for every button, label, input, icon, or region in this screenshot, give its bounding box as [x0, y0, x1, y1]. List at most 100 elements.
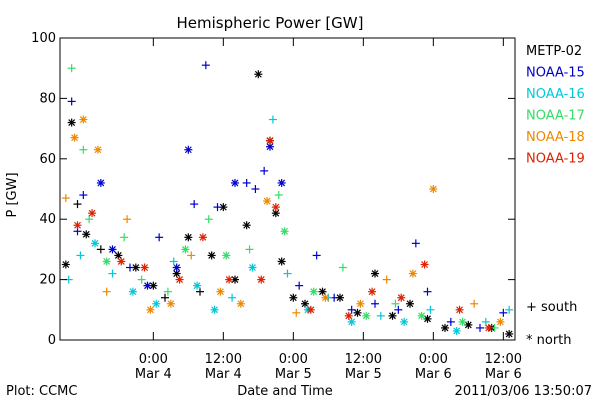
- x-tick-label-date: Mar 6: [415, 367, 452, 382]
- data-point: [376, 311, 385, 320]
- data-point: [196, 287, 204, 296]
- data-point: [88, 209, 97, 218]
- data-point: [301, 299, 309, 308]
- legend-entry: NOAA-15: [526, 66, 585, 81]
- data-point: [266, 136, 274, 145]
- data-point: [423, 314, 432, 323]
- data-point: [499, 308, 508, 317]
- data-point: [321, 293, 330, 302]
- data-point: [146, 305, 155, 314]
- data-point: [137, 275, 146, 284]
- data-point: [271, 203, 280, 212]
- data-point: [280, 227, 289, 236]
- data-point: [295, 281, 304, 290]
- data-point: [257, 275, 266, 284]
- data-point: [128, 287, 137, 296]
- plot-timestamp: 2011/03/06 13:50:07: [455, 384, 592, 399]
- x-tick-label-time: 0:00: [419, 352, 448, 367]
- data-point: [429, 185, 438, 193]
- data-point: [292, 308, 301, 317]
- data-point: [181, 245, 190, 254]
- x-tick-label-date: Mar 5: [275, 367, 312, 382]
- x-tick-label-date: Mar 4: [205, 367, 242, 382]
- data-point: [347, 317, 356, 326]
- x-tick-label-date: Mar 6: [485, 367, 522, 382]
- data-point: [76, 251, 85, 260]
- y-axis-label: P [GW]: [5, 172, 20, 217]
- data-point: [155, 233, 164, 242]
- data-point: [79, 145, 88, 154]
- data-point: [505, 329, 514, 338]
- data-point: [236, 299, 245, 308]
- y-tick-label: 20: [39, 273, 56, 288]
- x-tick-label-time: 12:00: [485, 352, 522, 367]
- y-axis: 0 20 40 60 80 100: [31, 31, 515, 348]
- legend-south-marker: + south: [526, 300, 577, 315]
- data-point: [102, 287, 111, 296]
- data-point: [96, 178, 105, 187]
- data-point: [169, 257, 178, 266]
- data-point: [219, 203, 228, 212]
- data-point: [242, 178, 251, 187]
- data-point: [117, 257, 126, 266]
- plot-credit: Plot: CCMC: [6, 384, 77, 399]
- data-point: [254, 70, 263, 79]
- data-point: [470, 299, 479, 308]
- x-tick-label-time: 0:00: [139, 352, 168, 367]
- data-point: [394, 305, 403, 314]
- data-point: [417, 311, 426, 320]
- data-point: [193, 281, 202, 290]
- data-point: [455, 305, 464, 314]
- data-point: [423, 287, 432, 296]
- data-point: [263, 197, 272, 206]
- data-point: [458, 317, 467, 326]
- data-point: [268, 115, 277, 124]
- data-point: [277, 178, 286, 187]
- data-point: [242, 221, 251, 230]
- data-point: [481, 317, 490, 326]
- plot-area: [59, 37, 516, 341]
- data-point: [222, 251, 231, 260]
- data-point: [207, 251, 216, 260]
- data-point: [408, 269, 417, 278]
- data-point: [82, 230, 91, 239]
- data-point: [143, 281, 152, 290]
- data-point: [228, 293, 237, 302]
- data-point: [484, 323, 493, 332]
- x-tick-label-time: 12:00: [345, 352, 382, 367]
- data-point: [312, 251, 321, 260]
- data-point: [245, 245, 254, 254]
- data-point: [277, 257, 286, 266]
- data-point: [190, 200, 199, 209]
- data-point: [318, 287, 327, 296]
- data-point: [93, 145, 102, 154]
- data-point: [79, 115, 88, 124]
- data-point: [356, 299, 365, 308]
- data-point: [388, 311, 397, 320]
- data-point: [248, 263, 257, 272]
- data-point: [382, 275, 391, 284]
- data-point: [505, 305, 514, 314]
- data-point: [120, 233, 129, 242]
- data-point: [204, 215, 213, 224]
- x-tick-label-time: 0:00: [279, 352, 308, 367]
- data-point: [251, 185, 260, 193]
- x-axis-label: Date and Time: [237, 384, 333, 399]
- x-tick-label-date: Mar 4: [135, 367, 172, 382]
- data-point: [73, 221, 82, 230]
- data-point: [67, 97, 76, 106]
- data-point: [231, 178, 239, 187]
- data-point: [166, 299, 175, 308]
- data-point: [140, 263, 149, 272]
- y-tick-label: 80: [39, 91, 56, 106]
- y-tick-label: 40: [39, 212, 56, 227]
- data-point: [163, 287, 172, 296]
- data-point: [406, 299, 414, 308]
- data-point: [306, 305, 315, 314]
- data-point: [172, 263, 181, 272]
- data-point: [102, 257, 111, 266]
- legend-entry: NOAA-18: [526, 130, 585, 145]
- data-point: [260, 166, 269, 175]
- data-point: [198, 233, 207, 242]
- data-point: [61, 260, 70, 269]
